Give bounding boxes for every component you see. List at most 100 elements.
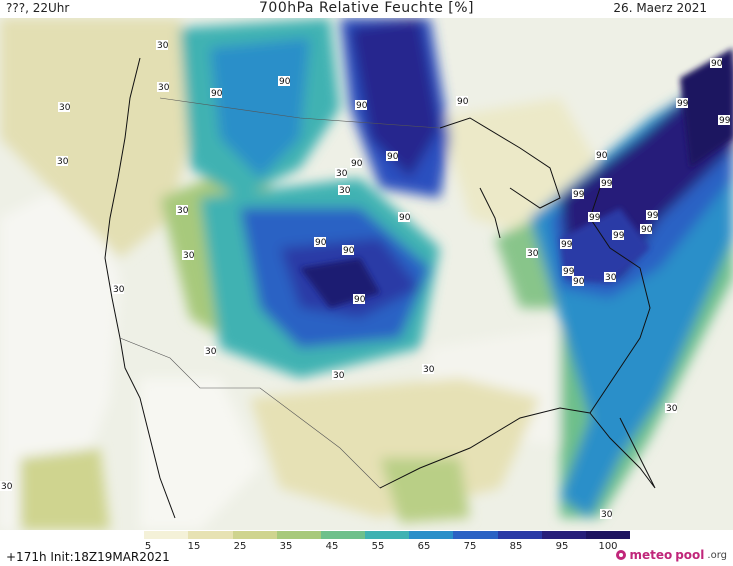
color-scale-segment [100,531,145,539]
color-scale-bar [100,531,631,539]
color-scale-tick: 55 [371,541,385,552]
svg-text:30: 30 [601,510,613,520]
brand-name: meteo [629,548,673,562]
contour-label: 30 [422,364,435,375]
humidity-core [300,48,733,308]
contour-label: 90 [353,294,366,305]
svg-text:90: 90 [354,295,366,305]
svg-text:99: 99 [589,213,601,223]
contour-label: 30 [600,509,613,520]
contour-label: 30 [526,248,539,259]
svg-text:30: 30 [333,371,345,381]
color-scale-tick: 35 [279,541,293,552]
contour-labels: 30 30 30 30 30 30 30 90 90 90 90 90 90 9… [0,40,731,520]
contour-label: 90 [595,150,608,161]
contour-label: 30 [204,346,217,357]
contour-label: 30 [604,272,617,283]
contour-label: 30 [335,168,348,179]
contour-label: 90 [342,245,355,256]
svg-text:30: 30 [177,206,189,216]
svg-text:30: 30 [158,83,170,93]
contour-label: 90 [386,151,399,162]
contour-label: 90 [314,237,327,248]
color-scale-segment [144,531,189,539]
color-scale-segment [232,531,278,539]
contour-label: 30 [0,481,13,492]
coastlines [104,57,656,519]
contour-label: 99 [600,178,613,189]
svg-text:30: 30 [205,347,217,357]
contour-label: 90 [710,58,723,69]
svg-text:90: 90 [351,159,363,169]
svg-text:90: 90 [711,59,723,69]
contour-label: 90 [640,224,653,235]
svg-text:30: 30 [113,285,125,295]
map-header: ???, 22Uhr 700hPa Relative Feuchte [%] 2… [0,0,733,18]
svg-text:30: 30 [666,404,678,414]
svg-text:99: 99 [677,99,689,109]
valid-date: 26. Maerz 2021 [613,1,707,15]
contour-label: 30 [182,250,195,261]
svg-text:90: 90 [457,97,469,107]
contour-label: 30 [338,185,351,196]
svg-text:99: 99 [601,179,613,189]
color-scale-segment [365,531,410,539]
contour-label: 30 [58,102,71,113]
color-scale-segment [541,531,587,539]
svg-text:99: 99 [561,240,573,250]
color-scale-segment [497,531,543,539]
svg-text:90: 90 [315,238,327,248]
color-scale-tick: 5 [144,541,152,552]
humidity-map: 30 30 30 30 30 30 30 90 90 90 90 90 90 9… [0,18,733,530]
svg-text:90: 90 [356,101,368,111]
valid-time: ???, 22Uhr [6,1,70,15]
contour-label: 99 [646,210,659,221]
contour-label: 30 [332,370,345,381]
svg-text:30: 30 [59,103,71,113]
svg-text:90: 90 [399,213,411,223]
color-scale-tick: 25 [233,541,247,552]
contour-label: 90 [278,76,291,87]
contour-label: 99 [560,239,573,250]
color-scale-tick: 65 [417,541,431,552]
svg-text:30: 30 [605,273,617,283]
svg-text:30: 30 [57,157,69,167]
svg-text:99: 99 [719,116,731,126]
contour-label: 99 [676,98,689,109]
brand-tld: .org [707,549,727,561]
svg-text:90: 90 [387,152,399,162]
color-scale-tick: 100 [598,541,618,552]
color-scale-segment [409,531,454,539]
svg-text:90: 90 [573,277,585,287]
color-scale-segment [453,531,498,539]
svg-text:99: 99 [647,211,659,221]
brand-name-pool: pool [675,548,705,562]
svg-text:30: 30 [336,169,348,179]
contour-label: 90 [398,212,411,223]
meteopool-logo[interactable]: meteo pool .org [616,548,727,562]
svg-text:30: 30 [1,482,13,492]
color-scale-segment [188,531,233,539]
svg-text:90: 90 [279,77,291,87]
contour-label: 99 [572,189,585,200]
map-footer: 5 15 25 35 45 55 65 75 85 95 100 +171h Init:18Z19M… [0,530,733,566]
contour-label: 30 [112,284,125,295]
contour-label: 90 [210,88,223,99]
svg-text:30: 30 [157,41,169,51]
contour-label: 99 [562,266,575,277]
contour-label: 30 [56,156,69,167]
contour-label: 30 [156,40,169,51]
map-title: 700hPa Relative Feuchte [%] [259,0,474,16]
map-canvas: 30 30 30 30 30 30 30 90 90 90 90 90 90 9… [0,18,733,530]
svg-text:30: 30 [339,186,351,196]
contour-label: 90 [350,158,363,169]
contour-label: 99 [612,230,625,241]
color-scale-segment [320,531,366,539]
svg-text:30: 30 [527,249,539,259]
borders [119,97,441,489]
color-scale-tick: 45 [325,541,339,552]
color-scale-tick: 15 [187,541,201,552]
contour-label: 99 [588,212,601,223]
color-scale-tick: 85 [509,541,523,552]
contour-label: 30 [665,403,678,414]
